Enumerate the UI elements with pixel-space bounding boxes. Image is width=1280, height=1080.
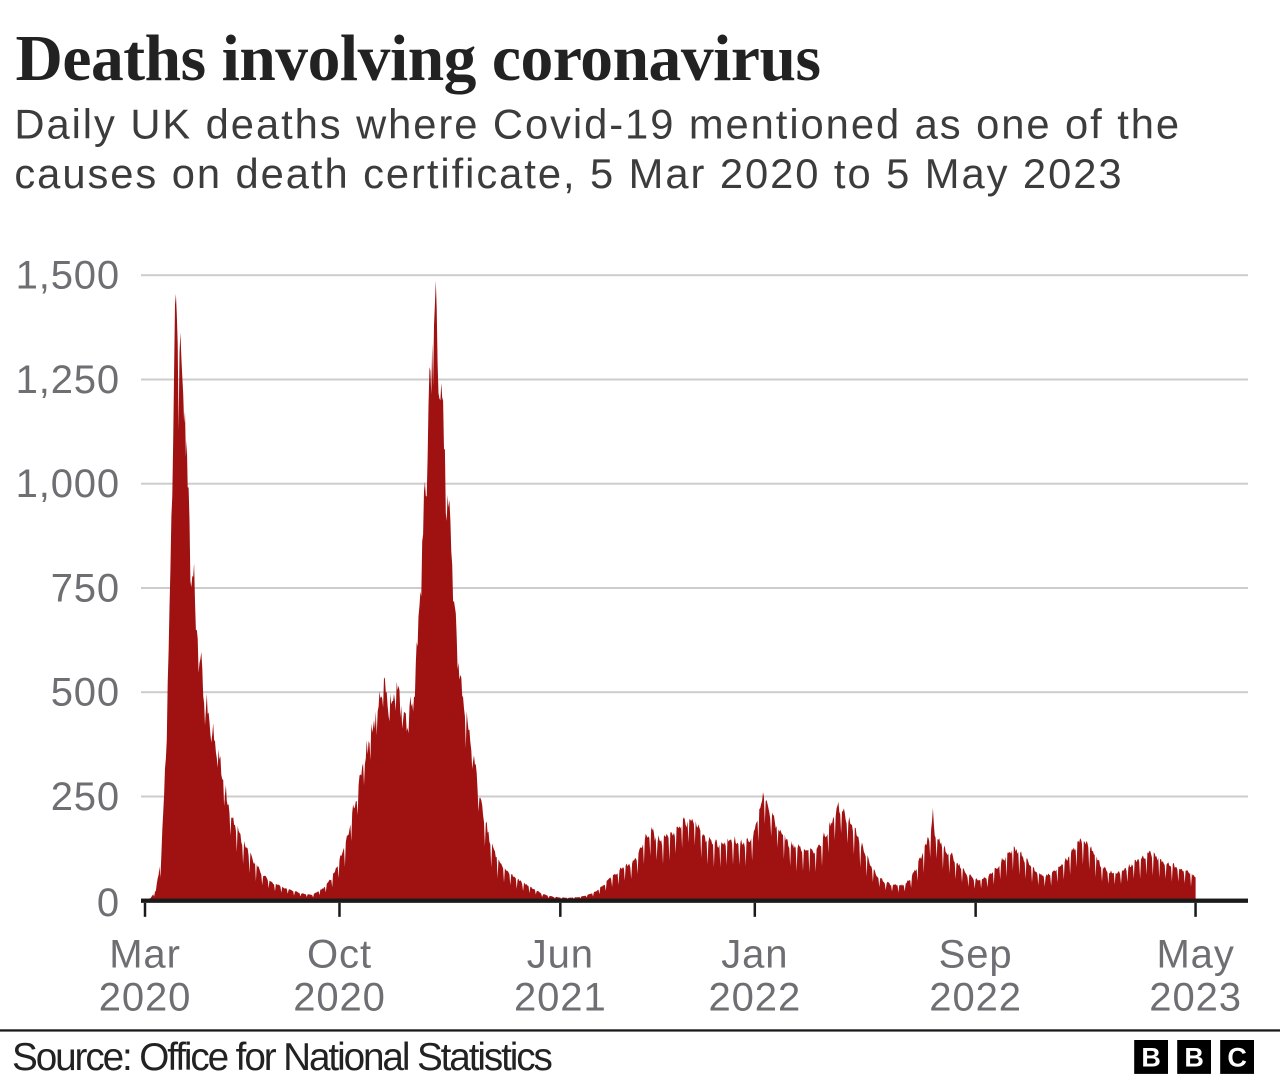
svg-text:Jun: Jun [527, 932, 594, 976]
svg-text:750: 750 [51, 566, 120, 610]
svg-text:2021: 2021 [514, 975, 607, 1019]
svg-text:0: 0 [97, 881, 120, 925]
svg-text:1,500: 1,500 [16, 254, 120, 298]
svg-text:2022: 2022 [929, 975, 1022, 1019]
svg-text:1,000: 1,000 [16, 462, 120, 506]
svg-text:500: 500 [51, 671, 120, 715]
svg-text:Mar: Mar [109, 932, 181, 976]
svg-text:C: C [1227, 1043, 1247, 1073]
svg-text:Sep: Sep [939, 932, 1013, 976]
svg-text:2020: 2020 [293, 975, 386, 1019]
svg-text:Daily UK deaths where Covid-19: Daily UK deaths where Covid-19 mentioned… [14, 101, 1181, 148]
svg-text:1,250: 1,250 [16, 358, 120, 402]
svg-text:Jan: Jan [721, 932, 788, 976]
svg-text:Oct: Oct [307, 932, 372, 976]
svg-text:May: May [1156, 932, 1234, 976]
svg-text:Deaths involving coronavirus: Deaths involving coronavirus [16, 23, 821, 95]
svg-text:2020: 2020 [99, 975, 192, 1019]
svg-text:B: B [1141, 1043, 1161, 1073]
svg-text:2022: 2022 [709, 975, 802, 1019]
svg-text:2023: 2023 [1149, 975, 1242, 1019]
svg-text:250: 250 [51, 775, 120, 819]
svg-text:causes on death certificate, 5: causes on death certificate, 5 Mar 2020 … [14, 150, 1123, 197]
svg-text:B: B [1184, 1043, 1204, 1073]
svg-text:Source: Office for National St: Source: Office for National Statistics [12, 1036, 552, 1079]
